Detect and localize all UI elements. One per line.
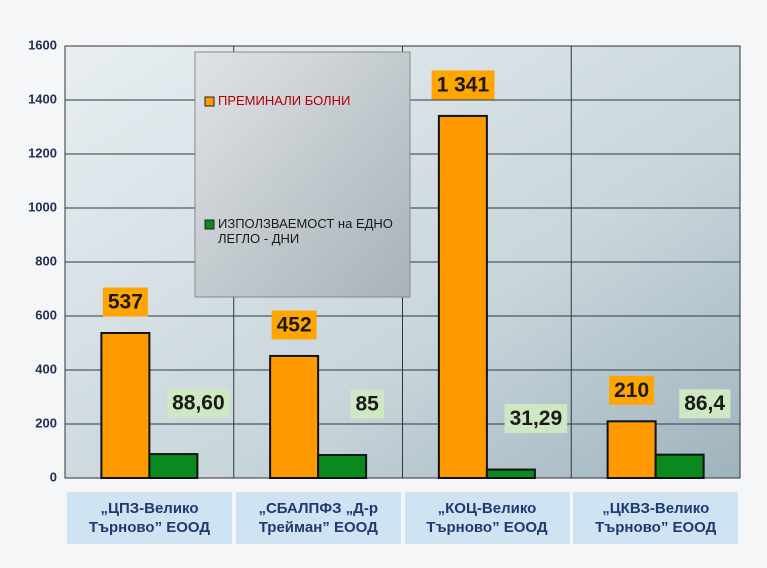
y-tick-label: 800	[35, 253, 57, 268]
y-tick-label: 1000	[28, 199, 57, 214]
value-label: 31,29	[510, 407, 563, 430]
bar	[485, 468, 536, 479]
y-tick-label: 400	[35, 361, 57, 376]
y-tick-label: 1200	[28, 145, 57, 160]
value-label: 86,4	[684, 392, 725, 415]
value-label-box	[431, 70, 495, 100]
legend-marker	[204, 219, 215, 230]
bar	[100, 332, 151, 480]
y-tick-label: 0	[50, 469, 57, 484]
bar	[148, 453, 199, 480]
y-tick-label: 600	[35, 307, 57, 322]
bar	[606, 420, 657, 479]
bar	[269, 354, 320, 479]
value-label-box	[350, 389, 385, 419]
value-label: 88,60	[172, 392, 225, 415]
bar	[317, 454, 368, 479]
legend-label: ИЗПОЛЗВАЕМОСТ на ЕДНО ЛЕГЛО - ДНИ	[218, 216, 393, 246]
value-label: 1 341	[437, 73, 490, 96]
value-label: 210	[614, 379, 649, 402]
legend-box	[194, 51, 411, 298]
bar	[437, 114, 488, 480]
value-label-box	[102, 287, 148, 317]
value-label-box	[609, 375, 655, 405]
legend-label: ПРЕМИНАЛИ БОЛНИ	[218, 93, 351, 108]
value-label: 85	[355, 393, 379, 416]
y-tick-label: 200	[35, 415, 57, 430]
value-label: 537	[108, 291, 143, 314]
x-tick-label: „ЦПЗ-Велико Търново” ЕООД	[67, 492, 232, 544]
value-label-box	[504, 404, 568, 434]
x-tick-label: „СБАЛПФЗ „Д-р Трейман” ЕООД	[235, 492, 401, 544]
value-label-box	[679, 389, 731, 419]
y-tick-label: 1600	[28, 37, 57, 52]
legend-marker	[204, 96, 215, 107]
y-tick-label: 1400	[28, 91, 57, 106]
plot-border	[64, 45, 741, 479]
value-label-box	[167, 388, 230, 418]
value-label: 452	[277, 314, 312, 337]
value-label-box	[271, 310, 317, 340]
bar	[654, 453, 705, 479]
x-tick-label: „КОЦ-Велико Търново” ЕООД	[404, 492, 570, 544]
x-tick-label: „ЦКВЗ-Велико Търново” ЕООД	[573, 492, 739, 544]
